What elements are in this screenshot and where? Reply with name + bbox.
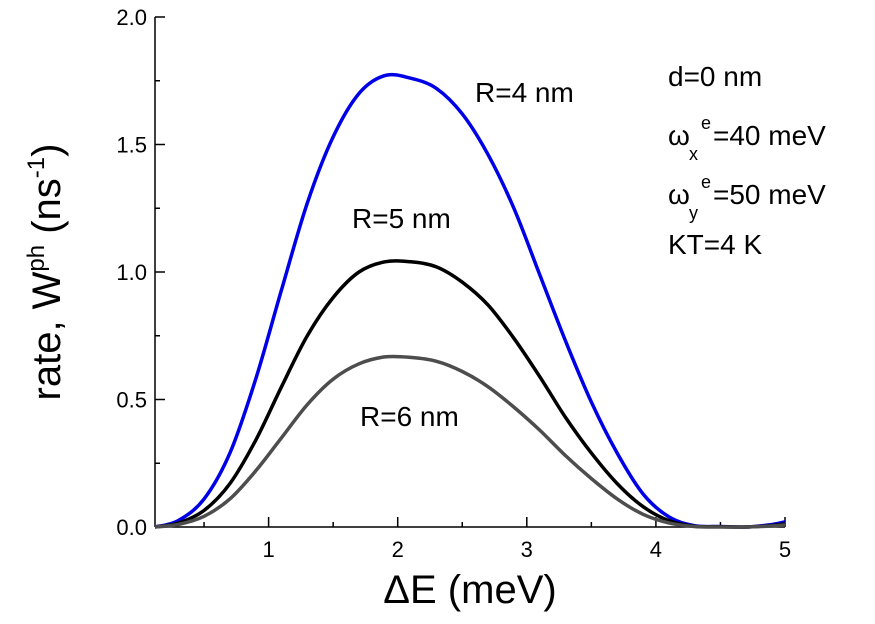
series-label-r4: R=4 nm — [475, 77, 574, 108]
y-tick-label: 1.5 — [116, 133, 147, 158]
svg-text:=40 meV: =40 meV — [713, 120, 826, 151]
param-omega-y: ω y e =50 meV — [668, 172, 826, 223]
y-tick-label: 0.5 — [116, 388, 147, 413]
series-label-r5: R=5 nm — [352, 203, 451, 234]
y-tick-label: 1.0 — [116, 260, 147, 285]
svg-text:rate, Wph (ns-1): rate, Wph (ns-1) — [23, 144, 69, 401]
y-tick-label: 2.0 — [116, 5, 147, 30]
x-tick-label: 5 — [779, 537, 791, 562]
svg-text:ω: ω — [668, 179, 690, 210]
series-label-r6: R=6 nm — [360, 401, 459, 432]
x-tick-label: 4 — [650, 537, 662, 562]
y-axis-title: rate, Wph (ns-1) — [23, 144, 69, 401]
svg-text:ω: ω — [668, 120, 690, 151]
series-line-r6 — [154, 354, 786, 529]
param-kt: KT=4 K — [668, 229, 762, 260]
x-tick-label: 2 — [392, 537, 404, 562]
param-omega-x: ω x e =40 meV — [668, 113, 826, 164]
param-d-text: d=0 nm — [668, 61, 762, 92]
svg-text:y: y — [689, 203, 698, 223]
plot-area: 1 2 3 4 5 0.0 0.5 1.0 1.5 2.0 — [116, 5, 791, 562]
x-tick-label: 3 — [521, 537, 533, 562]
x-tick-label: 1 — [262, 537, 274, 562]
series-line-r4 — [154, 72, 786, 529]
svg-text:e: e — [701, 113, 711, 133]
svg-text:=50 meV: =50 meV — [713, 179, 826, 210]
x-axis-title: ΔE (meV) — [383, 568, 556, 612]
svg-text:x: x — [689, 144, 698, 164]
param-d: d=0 nm — [668, 61, 762, 92]
svg-text:e: e — [701, 172, 711, 192]
y-tick-label: 0.0 — [116, 515, 147, 540]
